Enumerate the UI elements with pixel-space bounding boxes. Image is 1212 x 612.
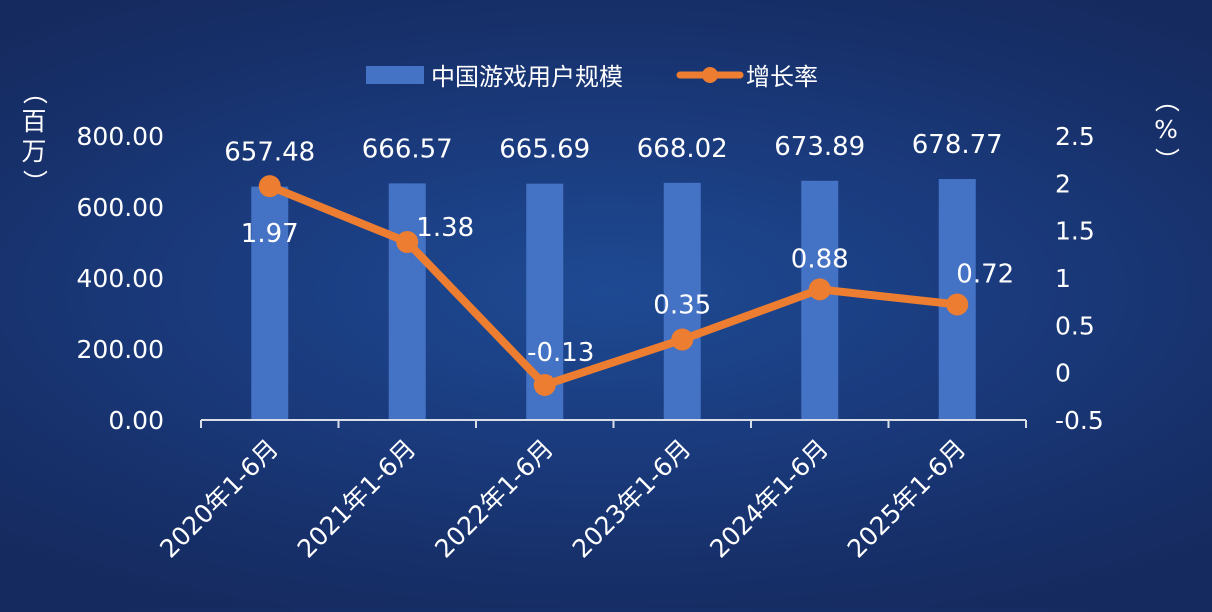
left-tick-label: 600.00 (77, 193, 164, 222)
left-tick-label: 200.00 (77, 335, 164, 364)
x-axis (200, 419, 1027, 428)
growth-value-label: 1.97 (241, 219, 299, 249)
growth-marker (533, 373, 556, 396)
legend-line-marker (702, 67, 718, 83)
bar (801, 180, 839, 420)
bar-value-label: 673.89 (774, 132, 865, 162)
bar-series (251, 179, 976, 420)
bar (388, 183, 426, 420)
right-axis-ticks: -0.5 0 0.5 1 1.5 2 2.5 (1055, 122, 1104, 435)
growth-value-label: 1.38 (416, 213, 474, 243)
growth-line (265, 182, 962, 389)
growth-value-label: 0.88 (791, 244, 849, 274)
growth-marker (258, 175, 281, 198)
bar (251, 186, 289, 420)
right-tick-label: -0.5 (1055, 406, 1104, 435)
bar-value-label: 668.02 (637, 134, 728, 164)
growth-marker (946, 293, 969, 316)
growth-value-label: 0.35 (653, 291, 711, 321)
legend-line-label: 增长率 (746, 63, 818, 91)
bar-data-labels: 657.48 666.57 665.69 668.02 673.89 678.77 (224, 130, 1002, 168)
line-series (258, 175, 969, 396)
legend-bar-label: 中国游戏用户规模 (431, 63, 623, 91)
bar-value-label: 665.69 (499, 135, 590, 165)
right-tick-label: 2 (1055, 169, 1071, 198)
right-axis-title: （% ） (1152, 87, 1181, 172)
growth-value-label: -0.13 (527, 338, 594, 368)
x-tick-label: 2023年1-6月 (567, 434, 697, 564)
left-tick-label: 0.00 (108, 406, 164, 435)
x-tick-label: 2020年1-6月 (154, 434, 284, 564)
left-axis-title-char: ） (20, 169, 49, 194)
growth-marker (671, 328, 694, 351)
x-tick-label: 2024年1-6月 (704, 434, 834, 564)
bar-value-label: 678.77 (912, 130, 1003, 160)
bar-value-label: 657.48 (224, 138, 315, 168)
bar-value-label: 666.57 (362, 134, 453, 164)
left-tick-label: 400.00 (77, 264, 164, 293)
line-data-labels: 1.97 1.38 -0.13 0.35 0.88 0.72 (241, 213, 1014, 368)
left-axis-title-char: 百 (21, 107, 46, 136)
right-axis-title-char: ） (1152, 147, 1181, 172)
left-axis-ticks: 0.00 200.00 400.00 600.00 800.00 (77, 122, 164, 435)
left-tick-label: 800.00 (77, 122, 164, 151)
left-axis-title-char: 万 (21, 137, 46, 166)
left-axis-title: （ 百万 ） (20, 79, 49, 194)
x-tick-label: 2022年1-6月 (429, 434, 559, 564)
legend: 中国游戏用户规模 增长率 (366, 63, 818, 91)
x-tick-label: 2025年1-6月 (842, 434, 972, 564)
right-tick-label: 2.5 (1055, 122, 1095, 151)
x-axis-labels: 2020年1-6月 2021年1-6月 2022年1-6月 2023年1-6月 2024… (154, 434, 971, 564)
growth-marker (808, 278, 831, 301)
right-tick-label: 1.5 (1055, 217, 1095, 246)
legend-bar-swatch (366, 66, 424, 84)
left-axis-title-char: （ (20, 79, 49, 104)
right-tick-label: 0 (1055, 359, 1071, 388)
right-tick-label: 1 (1055, 264, 1071, 293)
right-axis-title-char: % (1154, 115, 1178, 144)
bar (663, 182, 701, 420)
right-tick-label: 0.5 (1055, 311, 1095, 340)
right-axis-title-char: （ (1152, 87, 1181, 112)
growth-marker (396, 231, 419, 254)
x-tick-label: 2021年1-6月 (292, 434, 422, 564)
growth-value-label: 0.72 (956, 260, 1014, 290)
